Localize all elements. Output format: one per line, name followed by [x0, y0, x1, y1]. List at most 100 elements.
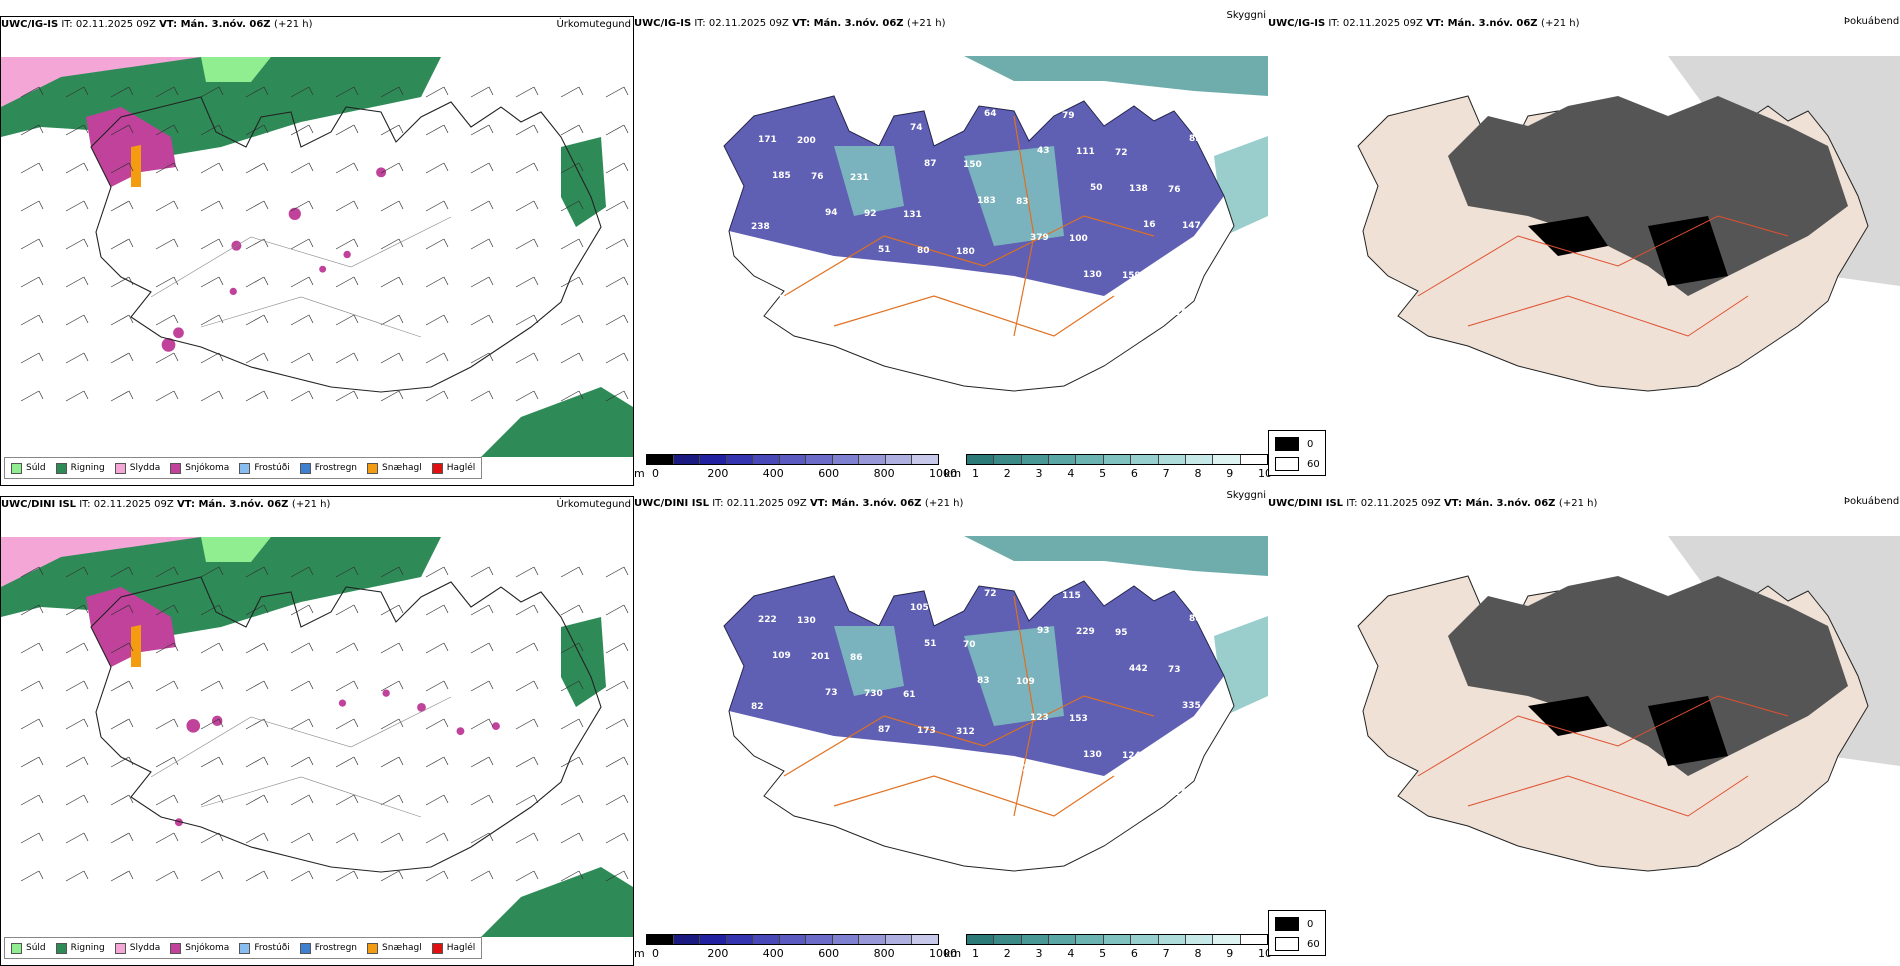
cloud-height-label: 201	[811, 652, 830, 662]
wind-barb	[605, 680, 629, 692]
wind-barb	[425, 124, 449, 136]
wind-barb	[20, 794, 44, 806]
wind-barb	[200, 238, 224, 250]
wind-barb	[155, 238, 179, 250]
it-value: 02.11.2025 09Z	[93, 499, 177, 510]
wind-barb	[110, 200, 134, 212]
wind-barb	[605, 162, 629, 174]
model-name: UWC/DINI ISL	[634, 498, 710, 509]
cloud-height-label: 222	[758, 615, 777, 625]
wind-barb	[470, 162, 494, 174]
snow-spot	[319, 265, 327, 273]
cloud-height-label: 238	[751, 222, 770, 232]
rain-area	[1, 57, 441, 157]
it-label: IT:	[79, 499, 94, 510]
wind-barb	[515, 756, 539, 768]
cloud-height-label: 61	[903, 690, 916, 700]
vt-label: VT:	[792, 18, 814, 29]
cloud-height-label: 335	[1182, 701, 1201, 711]
fog-legend-label: 0	[1307, 438, 1314, 450]
colorbar-segment	[967, 935, 995, 944]
colorbar-segment	[673, 455, 701, 464]
colorbar-unit: km	[944, 467, 962, 480]
road-lines	[1417, 215, 1789, 337]
vt-value: Mán. 3.nóv. 06Z	[813, 18, 908, 29]
cloud-height-label: 123	[1030, 713, 1049, 723]
wind-barb	[110, 604, 134, 616]
legend-item: Haglél	[431, 942, 475, 954]
cloud-height-label: 63	[871, 602, 884, 612]
it-value: 02.11.2025 09Z	[726, 498, 810, 509]
wind-barb	[200, 200, 224, 212]
wind-barb	[560, 200, 584, 212]
wind-barb	[605, 124, 629, 136]
wind-barb	[155, 794, 179, 806]
legend-swatch	[299, 462, 311, 474]
legend-item: Snjókoma	[170, 942, 229, 954]
colorbar-unit: km	[944, 947, 962, 960]
wind-barb	[605, 604, 629, 616]
cloud-height-label: 379	[1030, 233, 1049, 243]
colorbar-segment	[1185, 455, 1214, 464]
wind-barb	[110, 162, 134, 174]
precip-legend: Súld Rigning Slydda Snjókoma Frostúði Frostre…	[4, 937, 483, 959]
wind-barb	[560, 276, 584, 288]
wind-barb	[335, 200, 359, 212]
colorbar-tick: 600	[818, 947, 840, 960]
wind-barb	[560, 314, 584, 326]
colorbar-segment	[1240, 455, 1267, 464]
colorbar-tick: 600	[818, 467, 840, 480]
cloud-height-label: 109	[744, 99, 763, 109]
wind-barb	[155, 756, 179, 768]
wind-barb	[155, 314, 179, 326]
snow-spot	[382, 689, 390, 697]
cloud-height-label: 150	[963, 160, 982, 170]
colorbar-segment	[1076, 935, 1104, 944]
cloud-height-label: 87	[878, 725, 891, 735]
cloud-height-label: 87	[924, 159, 937, 169]
cloud-height-label: 76	[811, 172, 824, 182]
wind-barb	[290, 794, 314, 806]
rain-area-south	[481, 387, 633, 457]
it-value: 02.11.2025 09Z	[75, 19, 160, 30]
legend-swatch	[239, 942, 251, 954]
wind-barb	[335, 794, 359, 806]
cloud-height-label: 131	[903, 210, 922, 220]
wind-barb	[560, 642, 584, 654]
wind-barb	[605, 756, 629, 768]
colorbar-tick: 1	[972, 947, 979, 960]
lead-time: (+21 h)	[291, 499, 331, 510]
legend-label: Slydda	[129, 943, 161, 953]
cloud-height-label: 127	[1136, 787, 1155, 797]
wind-barb	[380, 832, 404, 844]
legend-item: Haglél	[431, 462, 475, 474]
road-lines	[1417, 695, 1789, 817]
wind-barb	[110, 124, 134, 136]
snow-spot	[288, 207, 301, 221]
fog-legend-item: 60	[1275, 937, 1320, 951]
wind-barb	[560, 794, 584, 806]
colorbar-segment	[1049, 455, 1077, 464]
colorbar-tick: 3	[1035, 947, 1043, 960]
wind-barb	[155, 604, 179, 616]
wind-barb	[290, 756, 314, 768]
colorbar-tick: 3	[1035, 467, 1043, 480]
wind-barb	[425, 870, 449, 882]
wind-barb	[605, 870, 629, 882]
snow-spot	[229, 287, 237, 296]
wind-barb	[20, 642, 44, 654]
colorbar-segment	[994, 935, 1022, 944]
wind-barb	[515, 566, 539, 578]
wind-barb	[605, 566, 629, 578]
wind-barb	[65, 276, 89, 288]
wind-barb	[515, 680, 539, 692]
wind-barb	[65, 756, 89, 768]
model-name: UWC/IG-IS	[1, 19, 59, 30]
wind-barb	[335, 642, 359, 654]
cloud-height-label: 101	[857, 296, 876, 306]
wind-barb	[425, 718, 449, 730]
wind-barb	[425, 642, 449, 654]
colorbar-tick: 8	[1194, 467, 1202, 480]
cloud-height-label: 70	[963, 640, 976, 650]
wind-barb	[245, 200, 269, 212]
